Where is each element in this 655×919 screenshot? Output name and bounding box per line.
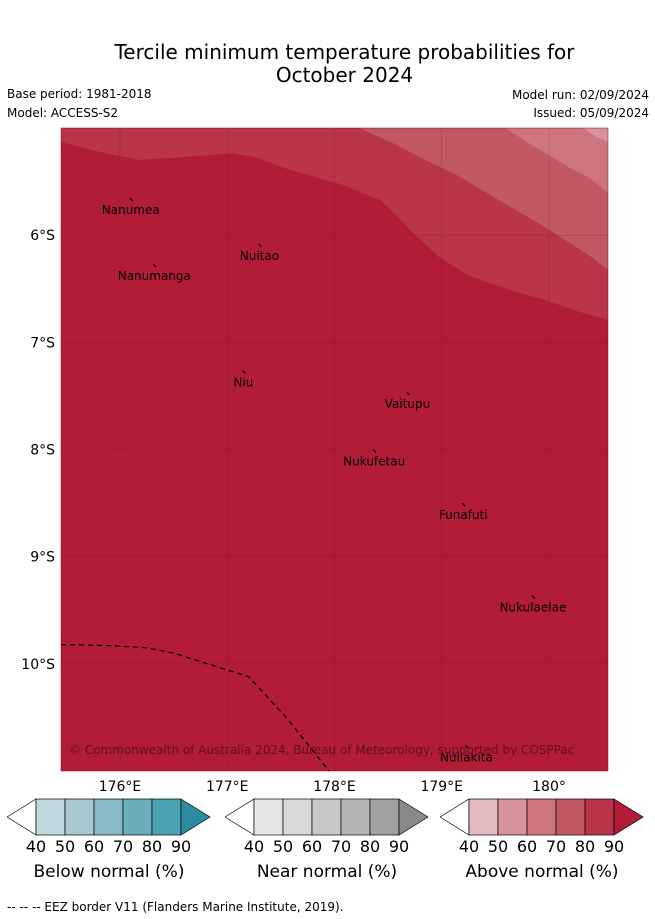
island-mark [461, 502, 466, 507]
colorbar-low-arrow [224, 798, 255, 836]
island-mark [531, 594, 536, 599]
above-70-region [360, 128, 608, 270]
island-mark [129, 197, 134, 202]
colorbar-tick-label: 80 [359, 837, 381, 856]
colorbar-swatch [151, 798, 182, 836]
title-line-1: Tercile minimum temperature probabilitie… [114, 40, 575, 64]
colorbar-swatch [497, 798, 528, 836]
colorbar-swatch [526, 798, 557, 836]
colorbar-swatch [340, 798, 371, 836]
colorbar-tick-label: 40 [243, 837, 265, 856]
colorbar-tick-label: 80 [141, 837, 163, 856]
place-label: Nukulaelae [499, 600, 566, 614]
lon-tick-label: 178°E [313, 779, 356, 795]
lat-tick-label: 7°S [30, 335, 55, 351]
colorbar-swatches [6, 798, 211, 836]
longitude-ticks: 176°E 177°E 178°E 179°E 180° [99, 779, 566, 795]
place-label: Nukufetau [343, 455, 405, 469]
colorbar-2: 40 50 60 70 80 90 Near normal (%) [224, 795, 429, 882]
colorbar-title: Below normal (%) [33, 862, 185, 882]
colorbar-tick-label: 70 [112, 837, 134, 856]
colorbar-tick-label: 60 [301, 837, 323, 856]
map-frame [60, 127, 609, 772]
colorbar-swatch [555, 798, 586, 836]
colorbar-1: 40 50 60 70 80 90 Below normal (%) [6, 795, 211, 882]
issued-text: Issued: 05/09/2024 [533, 106, 649, 120]
island-mark [152, 263, 157, 268]
eez-border [60, 643, 330, 772]
colorbar-high-arrow [398, 798, 429, 836]
place-label: Niu [233, 375, 253, 389]
colorbar-low-arrow [439, 798, 470, 836]
colorbar-swatch [64, 798, 95, 836]
lat-tick-label: 9°S [30, 550, 55, 566]
colorbar-swatches [439, 798, 644, 836]
colorbar-tick-label: 40 [25, 837, 47, 856]
colorbar-swatch [253, 798, 284, 836]
above-50-region [583, 128, 608, 142]
colorbar-high-arrow [613, 798, 644, 836]
colorbar-swatch [93, 798, 124, 836]
probability-fill [61, 128, 608, 771]
place-label: Nuilakita [440, 750, 493, 764]
colorbar-low-arrow [6, 798, 37, 836]
place-label: Vaitupu [385, 397, 431, 411]
colorbar-swatch [311, 798, 342, 836]
model-run-text: Model run: 02/09/2024 [511, 88, 649, 102]
colorbar-tick-label: 50 [272, 837, 294, 856]
above-60-region [505, 128, 608, 193]
lon-tick-label: 179°E [420, 779, 463, 795]
island-mark [257, 243, 262, 248]
colorbar-swatch [468, 798, 499, 836]
place-label: Nanumea [102, 203, 160, 217]
place-label: Nuitao [240, 249, 279, 263]
place-label: Funafuti [439, 508, 488, 522]
colorbar-3: 40 50 60 70 80 90 Above normal (%) [439, 795, 644, 882]
lat-tick-label: 10°S [21, 657, 55, 673]
place-label: Nanumanga [118, 269, 191, 283]
lon-tick-label: 176°E [99, 779, 142, 795]
eez-legend-text: -- -- -- EEZ border V11 (Flanders Marine… [7, 900, 344, 914]
page-title: Tercile minimum temperature probabilitie… [0, 41, 655, 87]
colorbar-tick-label: 80 [574, 837, 596, 856]
colorbar-tick-label: 70 [545, 837, 567, 856]
colorbar-swatch [584, 798, 615, 836]
colorbar-high-arrow [180, 798, 211, 836]
colorbar-swatch [282, 798, 313, 836]
colorbar-tick-label: 60 [83, 837, 105, 856]
island-mark [406, 391, 410, 396]
colorbar-tick-label: 50 [54, 837, 76, 856]
lat-tick-label: 8°S [30, 443, 55, 459]
title-line-2: October 2024 [275, 63, 414, 87]
eez-border-line [60, 643, 330, 772]
colorbar-tick-label: 60 [516, 837, 538, 856]
colorbar-swatch [122, 798, 153, 836]
model-text: Model: ACCESS-S2 [7, 106, 119, 120]
colorbar-title: Above normal (%) [465, 862, 619, 882]
probability-map: Nanumea Nuitao Nanumanga Niu Vaitupu Nukufeta… [21, 127, 609, 795]
place-labels: Nanumea Nuitao Nanumanga Niu Vaitupu Nukufeta… [102, 197, 566, 764]
base-period-text: Base period: 1981-2018 [7, 87, 152, 101]
island-mark [241, 369, 246, 374]
lat-tick-label: 6°S [30, 228, 55, 244]
lon-tick-label: 180° [532, 779, 566, 795]
colorbar-tick-label: 70 [330, 837, 352, 856]
colorbar-swatch [35, 798, 66, 836]
latitude-ticks: 6°S 7°S 8°S 9°S 10°S [21, 228, 55, 673]
island-mark [464, 744, 469, 749]
colorbar-swatches [224, 798, 429, 836]
island-mark [372, 449, 377, 454]
lon-tick-label: 177°E [206, 779, 249, 795]
colorbar-tick-label: 90 [603, 837, 625, 856]
colorbar-tick-label: 90 [170, 837, 192, 856]
colorbar-tick-label: 50 [487, 837, 509, 856]
colorbar-tick-label: 40 [458, 837, 480, 856]
colorbar-swatch [369, 798, 400, 836]
colorbar-title: Near normal (%) [256, 862, 398, 882]
colorbar-tick-label: 90 [388, 837, 410, 856]
copyright-text: © Commonwealth of Australia 2024, Bureau… [69, 743, 574, 757]
